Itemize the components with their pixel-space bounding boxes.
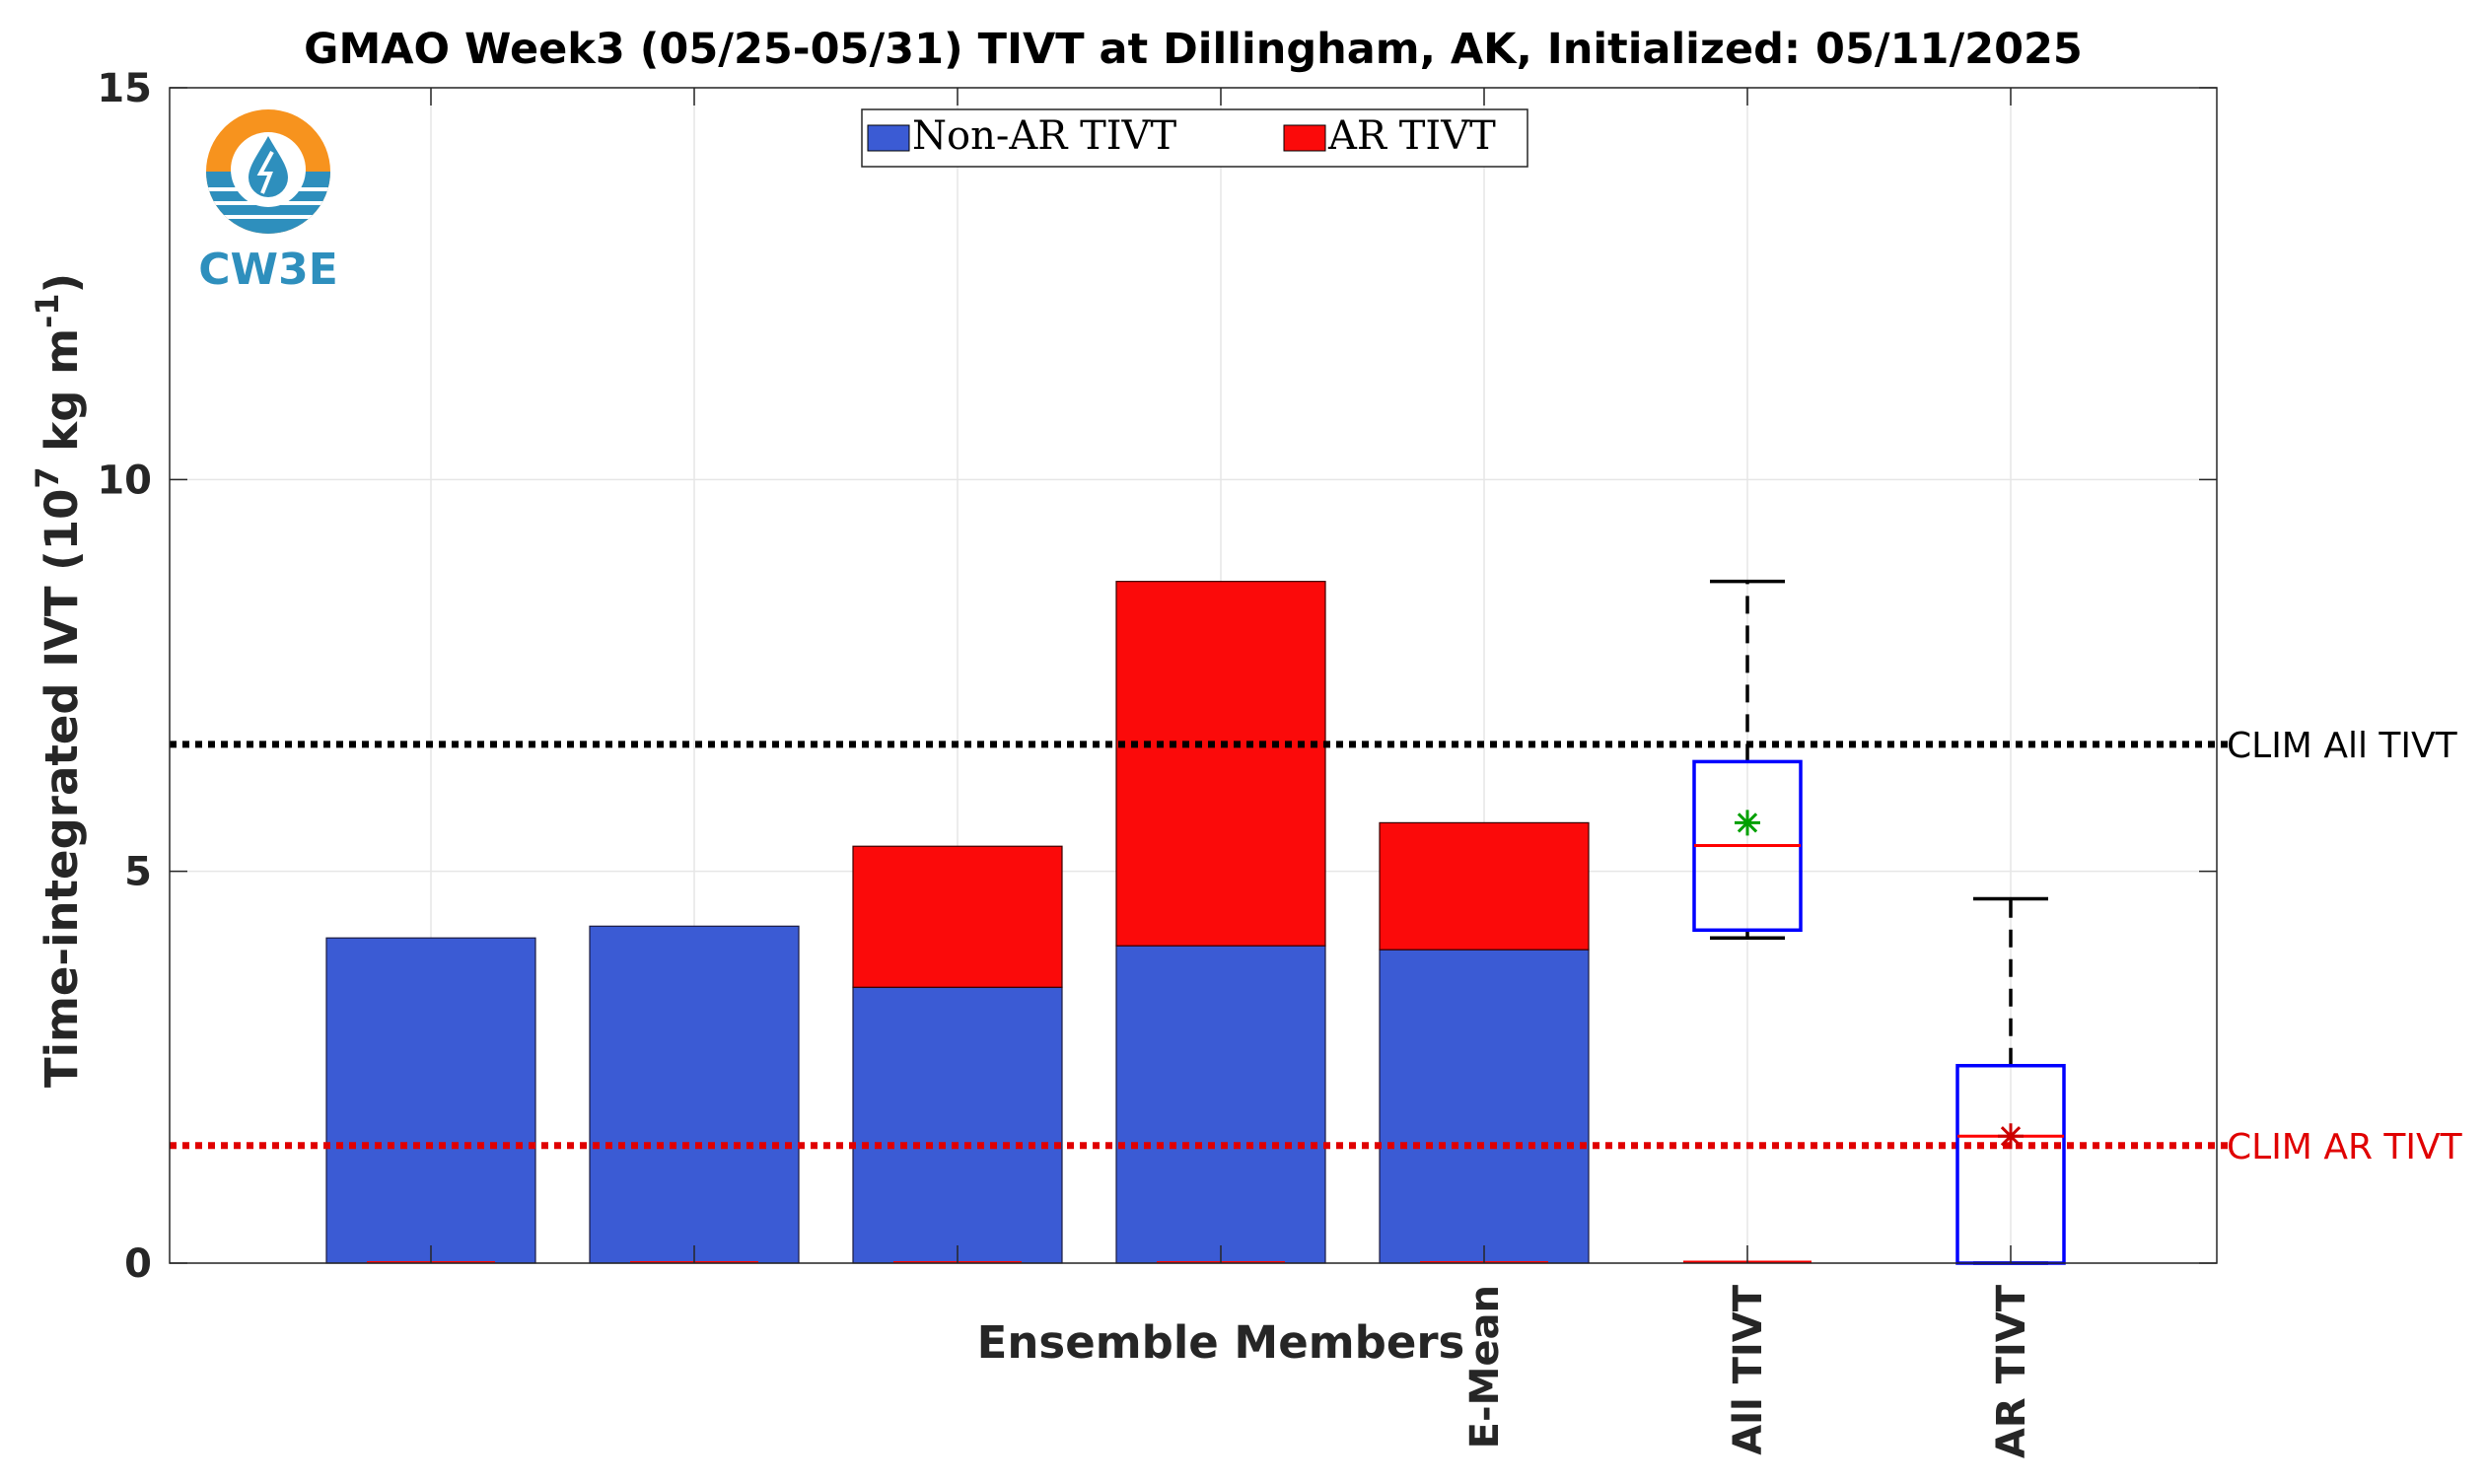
- chart-title: GMAO Week3 (05/25-05/31) TIVT at Dilling…: [304, 25, 2083, 74]
- x-axis-label: Ensemble Members: [977, 1316, 1465, 1369]
- y-axis-label-unit: kg m: [36, 328, 88, 466]
- bar-non-ar: [325, 937, 536, 1264]
- y-axis-label-unit-exponent: -1: [29, 293, 66, 328]
- logo-bolt-icon: [256, 151, 274, 194]
- x-category-label: All TIVT: [1726, 1284, 1771, 1454]
- y-tick-label: 15: [97, 66, 152, 111]
- bar-ar: [1115, 581, 1326, 947]
- cw3e-logo: CW3E: [198, 109, 338, 295]
- bar-non-ar: [1115, 945, 1326, 1264]
- y-axis-label-main: Time-integrated IVT (10: [36, 489, 88, 1089]
- bar-non-ar: [852, 986, 1063, 1264]
- bar-layer: [325, 581, 1590, 1264]
- legend-box: [861, 108, 1528, 168]
- y-axis-label-exponent: 7: [29, 466, 66, 488]
- y-axis-label: Time-integrated IVT (107 kg m-1): [29, 273, 88, 1088]
- box-mean-stroke: [1737, 813, 1758, 833]
- bar-non-ar: [1379, 949, 1590, 1264]
- y-tick-label: 0: [124, 1241, 152, 1287]
- box-mean-stroke: [2000, 1126, 2022, 1147]
- boxplot-layer: [1683, 579, 2066, 1265]
- legend-label-ar: AR TIVT: [1327, 113, 1496, 159]
- reference-line-label: CLIM All TIVT: [2227, 726, 2458, 766]
- bar-ar: [1379, 821, 1590, 951]
- legend-swatch-non-ar: [867, 124, 910, 152]
- legend-swatch-ar: [1283, 124, 1326, 152]
- y-tick-label: 10: [97, 458, 152, 503]
- legend: Non-AR TIVT AR TIVT: [861, 108, 1528, 168]
- y-axis-ticks: 0 5 10 15: [97, 66, 2217, 1287]
- logo-text: CW3E: [198, 245, 338, 295]
- bar-ar: [852, 845, 1063, 988]
- logo-droplet-icon: [249, 136, 288, 197]
- x-category-label: AR TIVT: [1989, 1284, 2034, 1458]
- legend-label-non-ar: Non-AR TIVT: [912, 113, 1176, 159]
- y-tick-label: 5: [124, 850, 152, 895]
- reference-line-label: CLIM AR TIVT: [2227, 1127, 2463, 1167]
- reference-lines: CLIM All TIVT CLIM AR TIVT: [170, 726, 2463, 1167]
- box-mean-marker: [1735, 810, 1760, 836]
- plot-frame: [169, 87, 2218, 1264]
- x-axis-categories: E-Mean All TIVT AR TIVT: [430, 88, 2034, 1458]
- bar-non-ar: [589, 925, 800, 1264]
- box-mean-marker: [1998, 1123, 2024, 1150]
- y-axis-label-close: ): [36, 273, 88, 294]
- x-category-label: E-Mean: [1462, 1285, 1508, 1449]
